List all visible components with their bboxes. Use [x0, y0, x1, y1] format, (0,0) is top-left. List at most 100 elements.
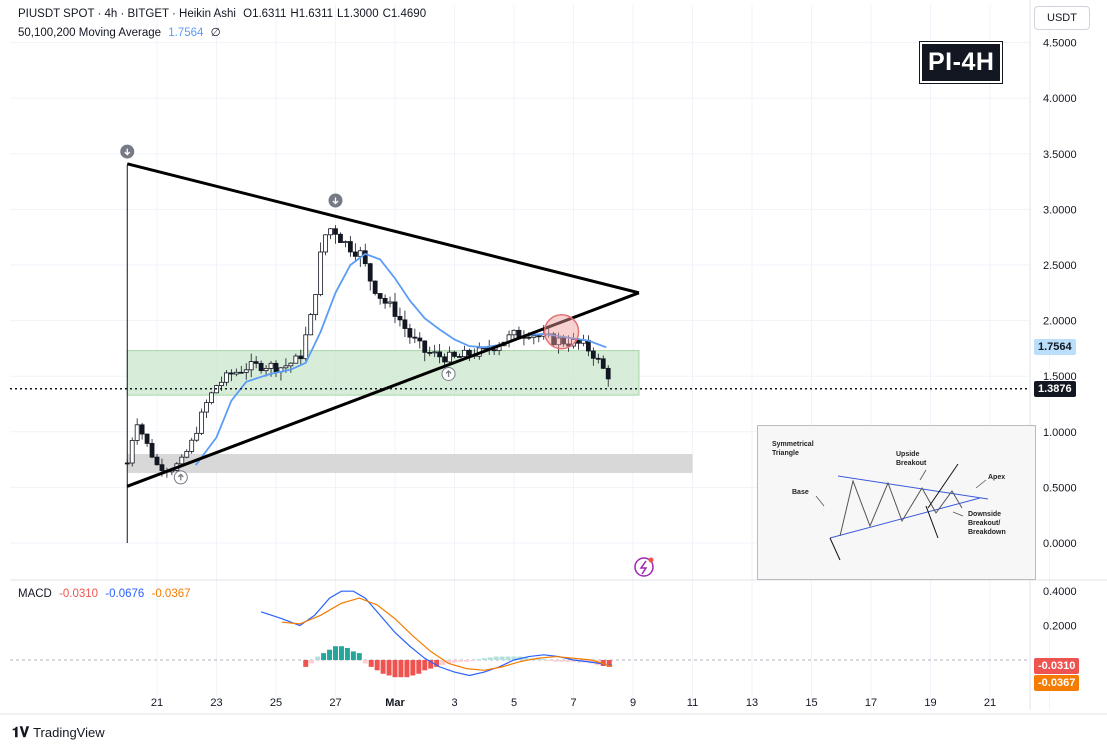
macd-histogram-bar	[362, 660, 368, 664]
candle-down	[561, 337, 566, 345]
candle-up	[268, 362, 274, 369]
candle-up	[283, 365, 289, 369]
arrow-down-marker	[120, 144, 135, 159]
macd-histogram-bar	[469, 660, 475, 661]
macd-legend: MACD -0.0310 -0.0676 -0.0367	[18, 588, 191, 600]
time-tick-label: 17	[865, 697, 877, 709]
price-tick-label: 3.5000	[1043, 149, 1077, 161]
price-tick-label: 3.0000	[1043, 204, 1077, 216]
price-tick-label: 2.0000	[1043, 316, 1077, 328]
time-tick-label: 23	[210, 697, 222, 709]
zone-gray	[127, 454, 693, 473]
candle-up	[224, 372, 229, 383]
macd-histogram-bar	[606, 660, 612, 667]
macd-histogram-bar	[422, 660, 428, 671]
lightning-circle	[634, 557, 654, 577]
triangle-sketch	[815, 463, 989, 561]
candle-up	[288, 362, 294, 367]
lightning-bolt	[639, 560, 648, 575]
candle-down	[139, 424, 145, 435]
macd-histogram-bar	[404, 660, 410, 678]
inset-apex-label: Apex	[988, 474, 1006, 481]
marker-head	[445, 370, 452, 374]
macd-hist-value: -0.0310	[59, 588, 99, 600]
candle-down	[595, 357, 601, 360]
macd-histogram-bar	[452, 660, 457, 663]
marker-head	[332, 200, 339, 205]
last-price-pill: 1.3876	[1034, 381, 1076, 397]
macd-hist-pill: -0.0310	[1034, 658, 1080, 674]
time-tick-label: 19	[924, 697, 936, 709]
inset-base-line	[829, 537, 841, 561]
candle-down	[382, 298, 388, 304]
macd-signal-line	[281, 597, 613, 671]
price-tick-label: 1.5000	[1043, 371, 1077, 383]
candle-down	[442, 356, 447, 363]
macd-histogram-bar	[392, 660, 398, 678]
macd-histogram-bar	[535, 658, 541, 660]
time-tick-label: 7	[570, 697, 576, 709]
macd-label: MACD	[18, 588, 52, 600]
inset-zigzag	[839, 479, 963, 537]
time-tick-label: 15	[805, 697, 817, 709]
inset-downside-arrow	[925, 505, 939, 539]
candle-up	[263, 368, 269, 372]
candle-down	[159, 464, 165, 471]
candle-down	[600, 358, 606, 369]
candle-down	[491, 349, 497, 352]
macd-histogram-bar	[511, 656, 517, 660]
candle-down	[362, 250, 368, 265]
tradingview-brand[interactable]: 𝟏𝐕 TradingView	[12, 724, 105, 741]
candle-down	[124, 462, 130, 465]
time-tick-label: 3	[451, 697, 457, 709]
inset-upside-arrow	[927, 463, 959, 509]
candle-up	[233, 371, 239, 375]
macd-histogram-bar	[344, 647, 350, 660]
price-tick-label: 0.5000	[1043, 482, 1077, 494]
macd-histogram-bar	[309, 660, 315, 664]
macd-histogram-bar	[565, 660, 571, 662]
candle-down	[372, 280, 378, 294]
candle-up	[556, 337, 562, 346]
symbol-text: PIUSDT SPOT · 4h · BITGET · Heikin Ashi	[18, 8, 236, 20]
inset-upside-pointer	[919, 469, 927, 481]
zone-green	[126, 350, 640, 396]
candle-down	[417, 337, 423, 342]
inset-downside-label: Downside Breakout/ Breakdown	[968, 511, 1006, 536]
candle-down	[273, 362, 279, 373]
candle-down	[392, 301, 398, 317]
candle-down	[457, 356, 462, 358]
macd-histogram-bar	[547, 660, 553, 661]
price-tick-label: 1.0000	[1043, 427, 1077, 439]
candle-up	[462, 349, 467, 358]
moving-average-line	[194, 252, 607, 466]
macd-signal-value: -0.0367	[151, 588, 191, 600]
symmetrical-triangle-diagram: Symmetrical Triangle Upside Breakout Ape…	[757, 425, 1036, 580]
lower-trendline	[126, 291, 640, 488]
breakdown-circle	[543, 313, 580, 350]
macd-histogram-bar	[380, 660, 386, 674]
candle-up	[328, 228, 333, 236]
macd-line	[260, 590, 613, 677]
candle-down	[352, 251, 358, 257]
macd-histogram-bar	[416, 660, 422, 674]
price-tick-label: 4.5000	[1043, 38, 1077, 50]
arrow-down-marker	[328, 193, 343, 208]
marker-head	[124, 151, 131, 156]
time-tick-label: 11	[687, 697, 698, 709]
macd-histogram-bar	[487, 657, 493, 660]
candle-up	[179, 456, 185, 465]
macd-histogram-bar	[333, 646, 338, 660]
candle-up	[204, 402, 209, 413]
macd-histogram-bar	[553, 660, 559, 662]
macd-histogram-bar	[559, 660, 565, 662]
candle-down	[452, 351, 457, 357]
macd-histogram-bar	[410, 660, 416, 676]
macd-histogram-bar	[446, 660, 452, 664]
macd-histogram-bar	[541, 659, 547, 661]
macd-histogram-bar	[327, 649, 333, 660]
currency-button[interactable]: USDT	[1034, 6, 1090, 30]
time-tick-label: 21	[984, 697, 996, 709]
macd-histogram-bar	[356, 653, 362, 660]
